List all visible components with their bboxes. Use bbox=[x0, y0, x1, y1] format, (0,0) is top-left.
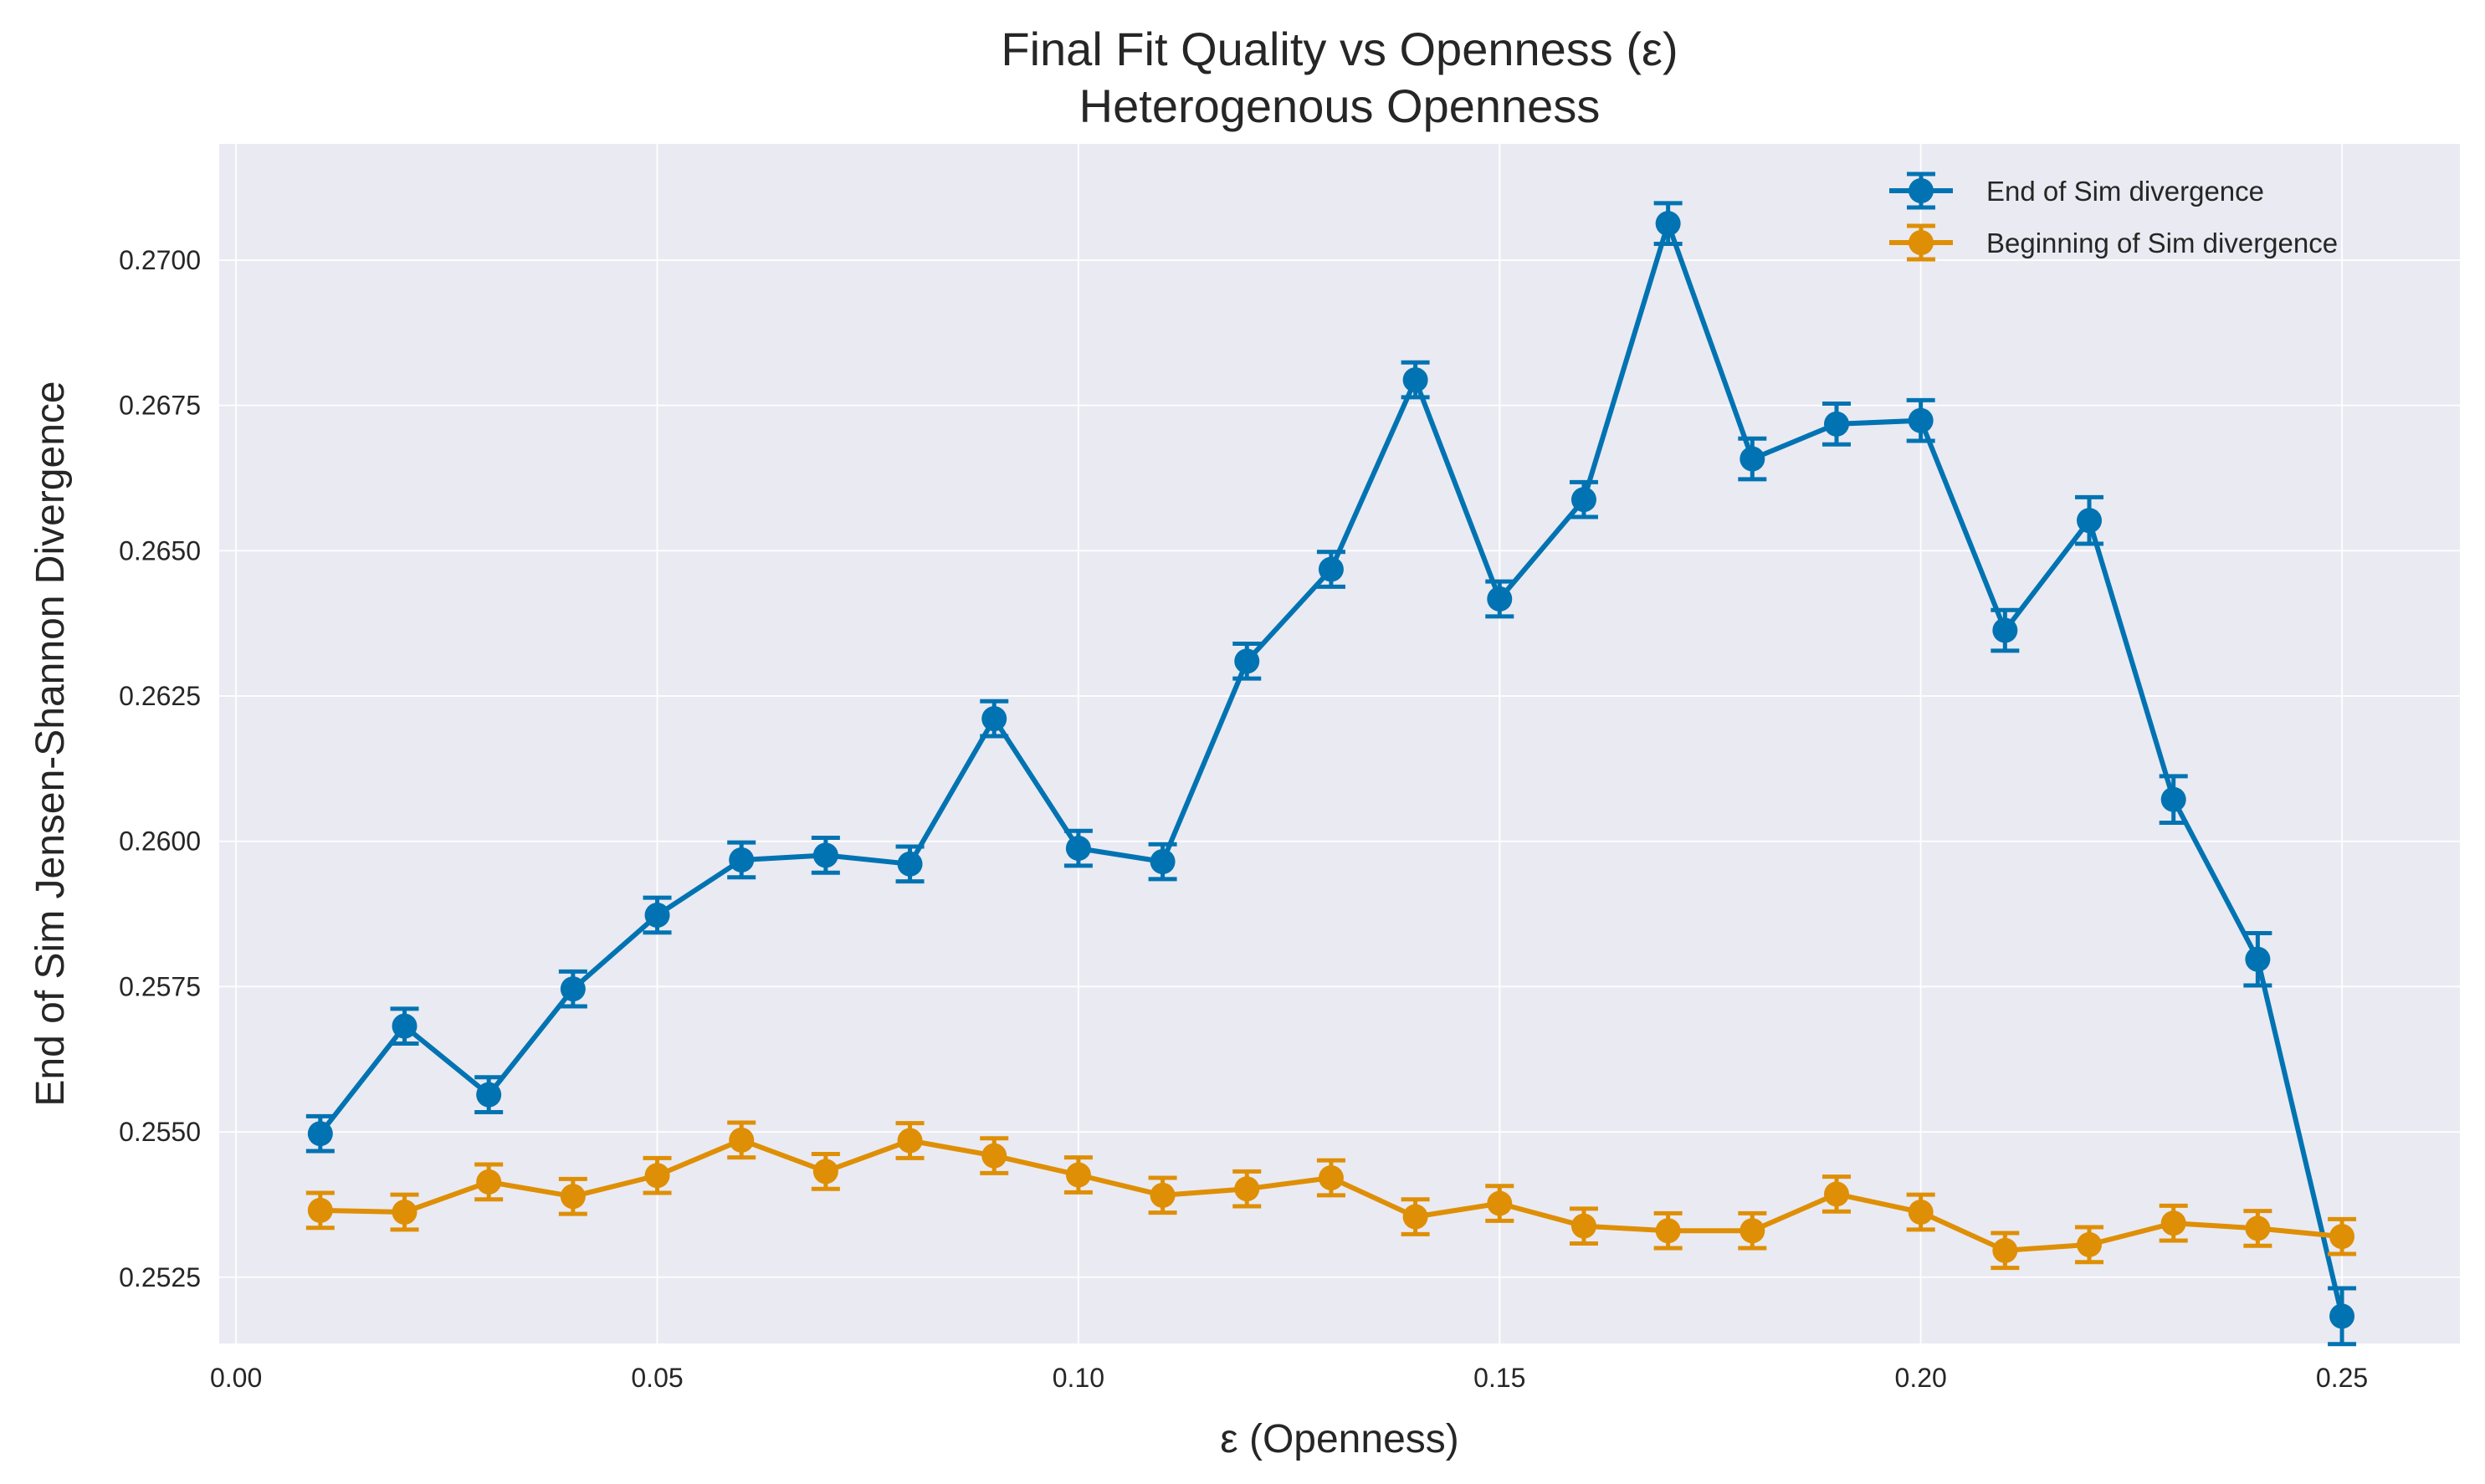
data-point bbox=[1150, 1182, 1176, 1208]
series-1 bbox=[305, 1120, 2357, 1271]
y-tick-label: 0.2675 bbox=[119, 391, 201, 421]
x-tick-label: 0.05 bbox=[631, 1363, 683, 1393]
legend-point bbox=[1909, 230, 1934, 255]
x-tick-label: 0.00 bbox=[210, 1363, 262, 1393]
data-point bbox=[897, 1128, 923, 1154]
series-0 bbox=[305, 201, 2357, 1347]
data-point bbox=[476, 1169, 502, 1195]
data-point bbox=[1570, 487, 1596, 513]
legend-label-end-of-sim: End of Sim divergence bbox=[1986, 176, 2264, 207]
data-point bbox=[729, 1127, 755, 1153]
data-point bbox=[2160, 1210, 2186, 1236]
data-point bbox=[2077, 1231, 2103, 1257]
data-point bbox=[2329, 1303, 2355, 1329]
data-point bbox=[1908, 407, 1934, 433]
chart-title: Final Fit Quality vs Openness (ε) bbox=[1001, 23, 1678, 75]
series-layer bbox=[305, 201, 2357, 1347]
data-point bbox=[981, 1143, 1007, 1169]
data-point bbox=[1992, 1237, 2018, 1263]
data-point bbox=[1570, 1213, 1596, 1239]
data-point bbox=[1234, 1176, 1260, 1202]
data-point bbox=[1318, 556, 1344, 582]
data-point bbox=[1402, 1204, 1428, 1230]
x-tick-label: 0.10 bbox=[1053, 1363, 1104, 1393]
y-tick-label: 0.2575 bbox=[119, 971, 201, 1001]
data-point bbox=[1402, 367, 1428, 393]
data-point bbox=[307, 1121, 333, 1147]
legend-marker-beginning-of-sim bbox=[1889, 223, 1953, 262]
legend-item-end-of-sim: End of Sim divergence bbox=[1889, 171, 2264, 210]
y-axis: 0.2525 0.2550 0.2575 0.2600 0.2625 0.2650 0.26… bbox=[119, 245, 201, 1292]
data-point bbox=[1992, 617, 2018, 643]
data-point bbox=[560, 976, 586, 1002]
data-point bbox=[1740, 446, 1765, 472]
data-point bbox=[2245, 1215, 2271, 1241]
legend: End of Sim divergence Beginning of Sim d… bbox=[1889, 171, 2338, 262]
chart-subtitle: Heterogenous Openness bbox=[1079, 79, 1601, 132]
plot-area bbox=[219, 144, 2460, 1343]
data-point bbox=[812, 1159, 838, 1185]
x-tick-label: 0.20 bbox=[1895, 1363, 1947, 1393]
x-tick-label: 0.25 bbox=[2316, 1363, 2368, 1393]
data-point bbox=[1487, 586, 1513, 612]
data-point bbox=[1823, 1181, 1849, 1207]
x-axis-label: ε (Openness) bbox=[1220, 1417, 1459, 1461]
y-tick-label: 0.2600 bbox=[119, 826, 201, 857]
data-point bbox=[560, 1184, 586, 1210]
y-tick-label: 0.2700 bbox=[119, 245, 201, 275]
data-point bbox=[1655, 211, 1681, 237]
x-axis: 0.00 0.05 0.10 0.15 0.20 0.25 bbox=[210, 1363, 2368, 1393]
y-tick-label: 0.2625 bbox=[119, 681, 201, 711]
y-tick-label: 0.2650 bbox=[119, 535, 201, 565]
legend-point bbox=[1909, 178, 1934, 203]
data-point bbox=[476, 1082, 502, 1108]
data-point bbox=[981, 706, 1007, 732]
data-point bbox=[392, 1013, 418, 1039]
data-point bbox=[644, 1163, 670, 1189]
legend-item-beginning-of-sim: Beginning of Sim divergence bbox=[1889, 223, 2338, 262]
y-axis-label: End of Sim Jensen-Shannon Divergence bbox=[28, 381, 73, 1106]
data-point bbox=[1823, 411, 1849, 437]
data-point bbox=[644, 902, 670, 928]
data-point bbox=[1318, 1164, 1344, 1190]
grid bbox=[219, 144, 2460, 1343]
data-point bbox=[1065, 1162, 1091, 1188]
data-point bbox=[1740, 1218, 1765, 1244]
data-point bbox=[2160, 786, 2186, 812]
data-point bbox=[1655, 1218, 1681, 1244]
y-tick-label: 0.2525 bbox=[119, 1262, 201, 1292]
data-point bbox=[307, 1197, 333, 1223]
data-point bbox=[2245, 946, 2271, 972]
data-point bbox=[1234, 648, 1260, 674]
data-point bbox=[1065, 836, 1091, 862]
data-point bbox=[897, 851, 923, 877]
x-tick-label: 0.15 bbox=[1473, 1363, 1525, 1393]
legend-marker-end-of-sim bbox=[1889, 171, 1953, 210]
data-point bbox=[729, 847, 755, 872]
legend-label-beginning-of-sim: Beginning of Sim divergence bbox=[1986, 228, 2338, 258]
y-tick-label: 0.2550 bbox=[119, 1117, 201, 1147]
data-point bbox=[2329, 1224, 2355, 1250]
data-point bbox=[812, 842, 838, 868]
data-point bbox=[2077, 508, 2103, 534]
data-point bbox=[392, 1199, 418, 1225]
data-point bbox=[1487, 1190, 1513, 1216]
data-point bbox=[1908, 1199, 1934, 1225]
data-point bbox=[1150, 849, 1176, 875]
